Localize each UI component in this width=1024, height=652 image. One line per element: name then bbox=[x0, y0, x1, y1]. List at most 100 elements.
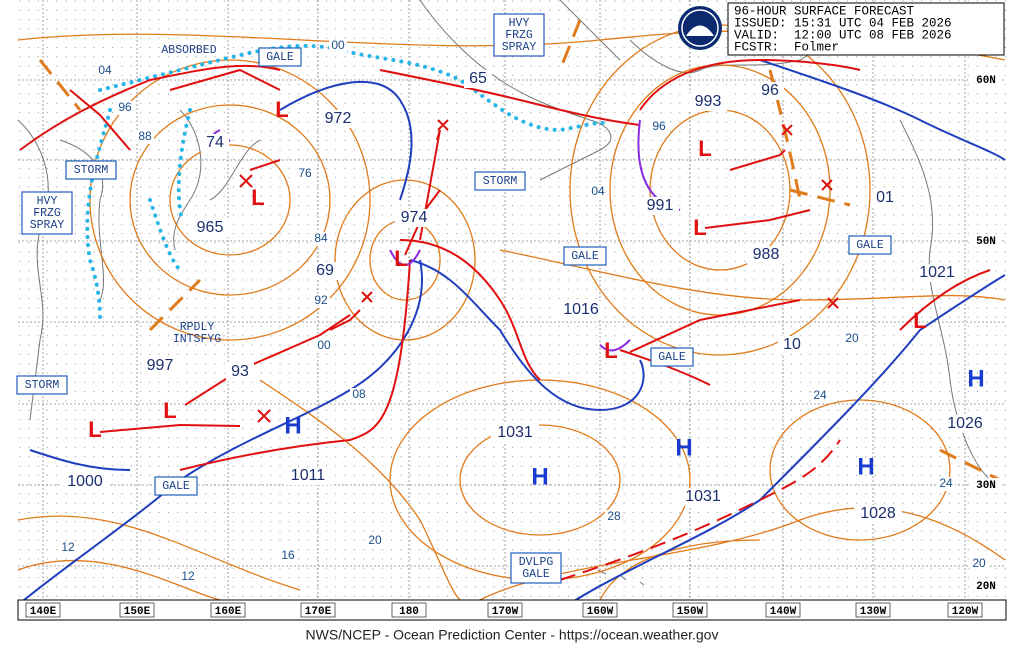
warning-label: GALE bbox=[856, 239, 884, 252]
lat-label: 60N bbox=[976, 75, 996, 87]
coastlines bbox=[17, 0, 991, 586]
pressure-bg bbox=[464, 70, 492, 88]
isobar-label: 04 bbox=[98, 63, 112, 77]
lat-label-box bbox=[970, 579, 1002, 593]
isobar-label: 92 bbox=[314, 293, 328, 307]
central-pressure: 1021 bbox=[919, 264, 955, 281]
warning-label: FRZG bbox=[33, 207, 61, 220]
pressure-bg bbox=[491, 424, 539, 442]
pressure-bg bbox=[871, 189, 899, 207]
isobar-label-bg bbox=[312, 294, 330, 308]
low-center: L bbox=[913, 308, 926, 333]
warning-box bbox=[65, 160, 117, 180]
isobar-label: 20 bbox=[845, 331, 859, 345]
central-pressure: 10 bbox=[783, 336, 801, 353]
low-center: L bbox=[275, 97, 288, 122]
pressure-bg bbox=[641, 197, 679, 215]
isobar-label: 00 bbox=[317, 338, 331, 352]
lon-label: 160E bbox=[215, 606, 242, 618]
lon-label: 170E bbox=[305, 606, 332, 618]
pressure-bg bbox=[191, 219, 229, 237]
high-center: H bbox=[531, 463, 548, 490]
warning-box bbox=[474, 171, 526, 191]
isobar-label: 24 bbox=[813, 388, 827, 402]
isobar-label-bg bbox=[59, 541, 77, 555]
header-line: VALID: 12:00 UTC 08 FEB 2026 bbox=[734, 28, 952, 42]
isobar-label: 88 bbox=[138, 129, 152, 143]
central-pressure: 1031 bbox=[497, 424, 533, 441]
isobar-label: 12 bbox=[61, 540, 75, 554]
isobar-label-bg bbox=[843, 332, 861, 346]
isobar-label: 96 bbox=[118, 100, 132, 114]
isobar-label: 24 bbox=[939, 476, 953, 490]
isobar-label: 76 bbox=[298, 166, 312, 180]
isobar-label-bg bbox=[589, 185, 607, 199]
warning-box bbox=[650, 347, 694, 367]
isobar-label-bg bbox=[350, 388, 368, 402]
plain-label: INTSFYG bbox=[173, 333, 221, 346]
pressure-bg bbox=[756, 82, 784, 100]
warning-label: SPRAY bbox=[30, 219, 65, 232]
header-line: 96-HOUR SURFACE FORECAST bbox=[734, 4, 915, 18]
warning-label: GALE bbox=[266, 51, 294, 64]
isobar-label-bg bbox=[116, 101, 134, 115]
pressure-bg bbox=[311, 262, 339, 280]
warning-label: FRZG bbox=[505, 29, 533, 42]
isobar-label: 12 bbox=[181, 569, 195, 583]
central-pressure: 65 bbox=[469, 70, 487, 87]
lon-label: 140E bbox=[30, 606, 57, 618]
low-center: L bbox=[693, 215, 706, 240]
central-pressure: 1016 bbox=[563, 301, 599, 318]
lon-label-box bbox=[855, 602, 891, 618]
central-pressure: 74 bbox=[206, 134, 224, 151]
warning-box bbox=[510, 552, 562, 584]
lon-label: 130W bbox=[860, 606, 887, 618]
lon-label-box bbox=[25, 602, 61, 618]
lon-label-box bbox=[391, 602, 427, 618]
lat-label-box bbox=[970, 234, 1002, 248]
central-pressure: 1026 bbox=[947, 415, 983, 432]
isobar-label: 96 bbox=[652, 119, 666, 133]
isobar-label: 28 bbox=[607, 509, 621, 523]
warning-box bbox=[563, 246, 607, 266]
pressure-bg bbox=[226, 363, 254, 381]
central-pressure: 991 bbox=[647, 197, 674, 214]
warning-box bbox=[258, 47, 302, 67]
warning-label: HVY bbox=[37, 195, 58, 208]
central-pressure: 1028 bbox=[860, 505, 896, 522]
low-center: L bbox=[394, 246, 407, 271]
pressure-bg bbox=[778, 336, 806, 354]
footer: NWS/NCEP - Ocean Prediction Center - htt… bbox=[306, 627, 719, 643]
low-center: L bbox=[251, 185, 264, 210]
isobar-label: 00 bbox=[331, 38, 345, 52]
warning-label: STORM bbox=[25, 379, 60, 392]
warning-box bbox=[493, 13, 545, 57]
lon-label: 120W bbox=[952, 606, 979, 618]
isobar-label-bg bbox=[970, 557, 988, 571]
isobar-label-bg bbox=[937, 477, 955, 491]
pressure-bg bbox=[679, 488, 727, 506]
isobar-label-bg bbox=[811, 389, 829, 403]
isobar-label: 20 bbox=[972, 556, 986, 570]
warning-label: GALE bbox=[658, 351, 686, 364]
isobar-label: 08 bbox=[352, 387, 366, 401]
pressure-bg bbox=[854, 505, 902, 523]
central-pressure: 993 bbox=[695, 93, 722, 110]
isobar-label-bg bbox=[650, 120, 668, 134]
isobar-label-bg bbox=[312, 232, 330, 246]
lon-label-box bbox=[672, 602, 708, 618]
pressure-bg bbox=[395, 209, 433, 227]
header bbox=[678, 2, 1005, 56]
lon-label-box bbox=[947, 602, 983, 618]
high-center: H bbox=[284, 412, 301, 439]
pressure-bg bbox=[913, 264, 961, 282]
central-pressure: 69 bbox=[316, 262, 334, 279]
isobar-label-bg bbox=[329, 39, 347, 53]
lon-label-box bbox=[300, 602, 336, 618]
central-pressure: 96 bbox=[761, 82, 779, 99]
warning-label: STORM bbox=[74, 164, 109, 177]
lon-label-box bbox=[765, 602, 801, 618]
warning-box bbox=[848, 235, 892, 255]
pressure-bg bbox=[61, 473, 109, 491]
isobar-label-bg bbox=[315, 339, 333, 353]
